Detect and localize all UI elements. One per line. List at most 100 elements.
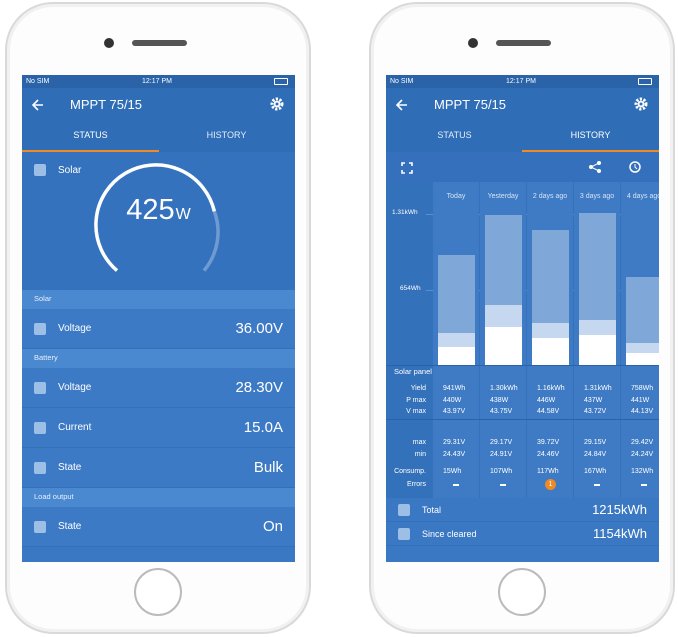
speaker [496,40,551,46]
back-button [31,98,44,111]
bar-float [532,230,569,323]
status-bar: No SIM 12:17 PM [386,75,659,88]
cell-value: 29.15V [584,439,607,446]
cell-value: 438W [490,397,509,404]
no-error-dash [500,484,506,486]
screen-title: MPPT 75/15 [70,97,143,112]
cell-value: 29.31V [443,439,466,446]
section-header: Solar [22,290,295,309]
cell-value: 437W [584,397,603,404]
cell-value: 29.17V [490,439,513,446]
tab-label[interactable]: STATUS [73,130,108,140]
bar-bulk [438,347,475,365]
cell-value: 1.30kWh [490,385,518,392]
row-value: 36.00V [235,320,283,337]
cell-value: 15Wh [443,468,462,475]
row-label: P max [406,397,426,404]
cell-value: 1.16kWh [537,385,565,392]
row-label: State [58,462,82,473]
cell-value: 107Wh [490,468,513,475]
power-gauge [22,152,295,290]
bar-bulk [579,335,616,365]
battery-icon [274,78,288,85]
cell-value: 167Wh [584,468,607,475]
tab[interactable]: HISTORY [522,120,659,152]
row-label: V max [406,408,426,415]
chart-toolbar [386,152,659,182]
share-button [588,160,602,174]
section-header: Load output [22,488,295,507]
tab-label[interactable]: STATUS [437,130,472,140]
row-label: max [412,439,426,446]
bar-bulk [485,327,522,365]
app-header: MPPT 75/15 [386,88,659,120]
tab[interactable]: HISTORY [158,120,295,152]
row-label: min [414,451,426,458]
icon [34,382,46,394]
row-value: 15.0A [243,419,283,436]
no-error-dash [594,484,600,486]
time: 12:17 PM [142,78,172,85]
y-label: 1.31kWh [392,209,418,216]
screen-title: MPPT 75/15 [434,97,507,112]
camera [104,38,114,48]
cell-value: 24.43V [443,451,466,458]
icon [34,323,46,335]
screen: No SIM 12:17 PM MPPT 75/15 STATUS HISTORY Sol… [22,75,295,562]
cell-value: 117Wh [537,468,559,475]
cell-value: 941Wh [443,385,466,392]
row-label: Consump. [394,468,426,475]
cell-value: 39.72V [537,439,560,446]
power-value: 425 [126,194,175,226]
total-label: Since cleared [422,529,477,539]
camera [468,38,478,48]
fullscreen-button [401,161,413,174]
bar-float [485,215,522,305]
error-badge[interactable]: 1 [545,479,556,490]
home-button[interactable] [134,568,182,616]
tab-indicator [22,150,159,152]
carrier: No SIM [390,78,414,85]
status-bar: No SIM 12:17 PM [22,75,295,88]
section-title: Solar [34,294,52,303]
data-row: State Bulk [22,448,295,488]
carrier: No SIM [26,78,50,85]
cell-value: 44.13V [631,408,654,415]
settings-button [634,97,648,111]
y-label: 654Wh [400,285,421,292]
speaker [132,40,187,46]
data-row: Current 15.0A [22,408,295,448]
row-label: State [58,521,82,532]
no-error-dash [641,484,647,486]
day-label: Today [446,193,466,200]
app-header: MPPT 75/15 [22,88,295,120]
tab[interactable]: STATUS [386,120,523,152]
bar-absorption [438,333,475,347]
row-label: Errors [406,481,426,488]
day-label: Yesterday [487,193,519,200]
cell-value: 24.91V [490,451,513,458]
settings-button [270,97,284,111]
tab-label[interactable]: HISTORY [570,130,611,140]
error-count[interactable]: 1 [548,481,553,488]
row-label: Yield [410,385,426,392]
bar-absorption [532,323,569,338]
section-header: Battery [22,349,295,368]
day-label: 4 days ago [626,193,659,200]
tab[interactable]: STATUS [22,120,159,152]
cell-value: 758Wh [631,385,654,392]
day-label: 3 days ago [579,193,615,200]
total-row: Since cleared 1154kWh [386,522,659,546]
data-row: Voltage 36.00V [22,309,295,349]
home-button[interactable] [498,568,546,616]
tab-label[interactable]: HISTORY [206,130,247,140]
cell-value: 29.42V [631,439,654,446]
icon [34,422,46,434]
bar-float [579,213,616,320]
bar-bulk [626,353,659,365]
data-row: State On [22,507,295,547]
power-unit: W [175,206,191,223]
cell-value: 440W [443,397,462,404]
bar-absorption [485,305,522,327]
